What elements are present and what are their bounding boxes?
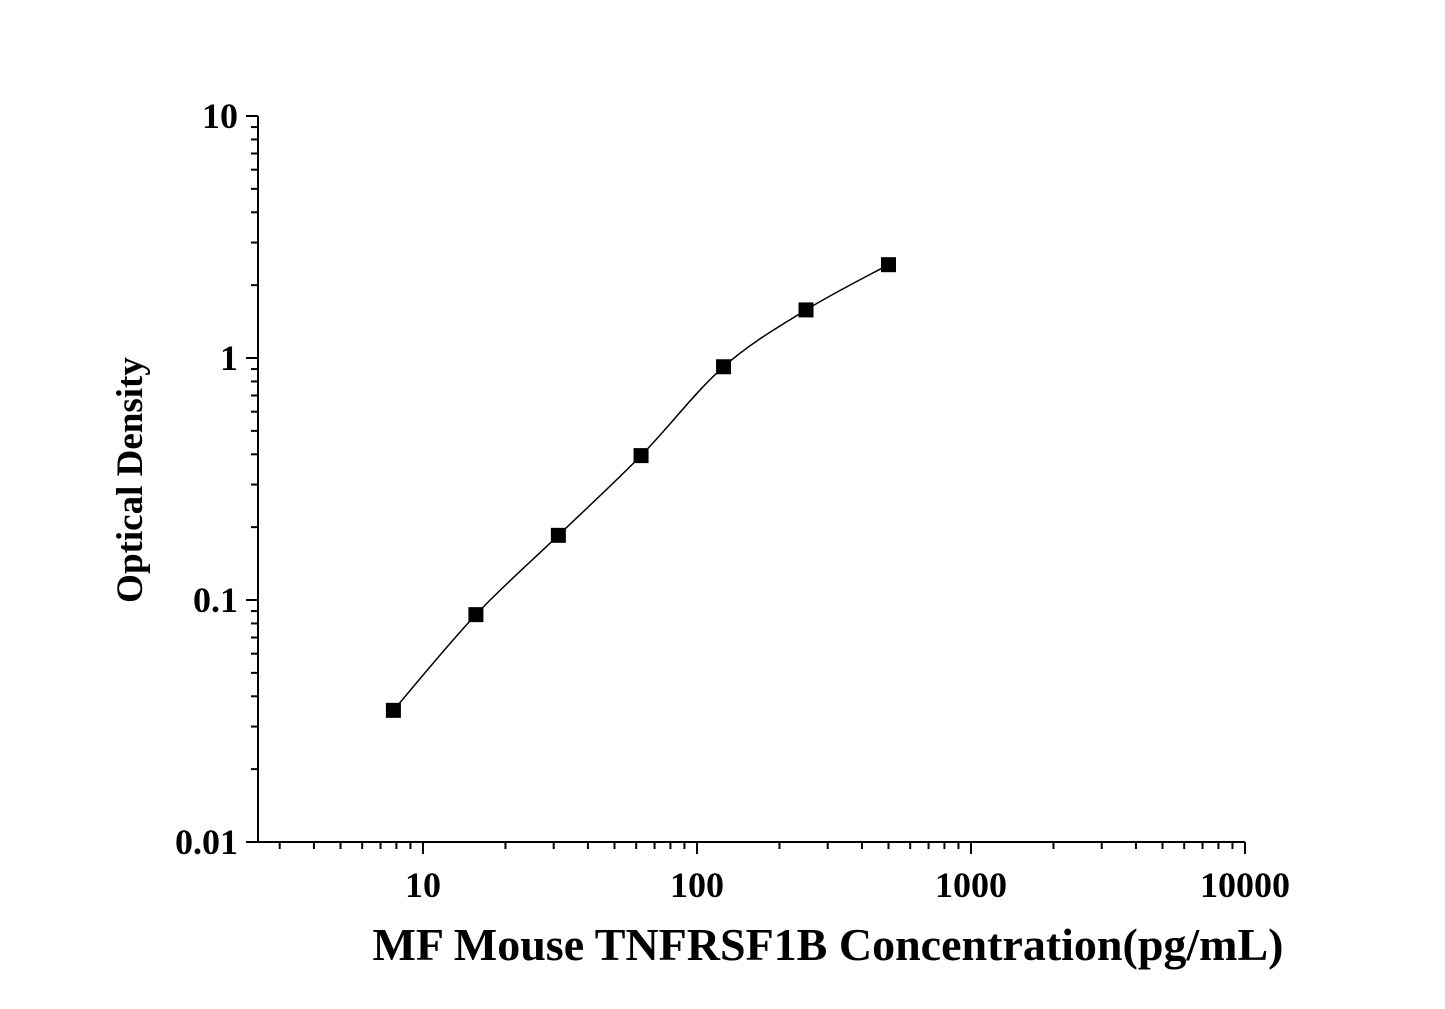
y-tick-label: 1 bbox=[220, 338, 238, 378]
data-point bbox=[633, 448, 649, 464]
data-point bbox=[881, 257, 896, 273]
x-tick-label: 1000 bbox=[935, 865, 1007, 905]
data-point bbox=[468, 607, 484, 623]
data-points bbox=[385, 257, 896, 718]
data-point bbox=[550, 527, 566, 543]
y-tick-label: 0.1 bbox=[193, 580, 238, 620]
x-axis-title: MF Mouse TNFRSF1B Concentration(pg/mL) bbox=[372, 919, 1283, 970]
tick-labels: 10 100 1000 10000 0.01 0.1 1 10 bbox=[175, 96, 1290, 905]
fit-curve bbox=[392, 264, 889, 711]
y-axis-title: Optical Density bbox=[110, 357, 151, 603]
x-tick-label: 10000 bbox=[1200, 865, 1290, 905]
fit-curve-line bbox=[392, 264, 889, 711]
x-tick-label: 100 bbox=[670, 865, 724, 905]
x-tick-label: 10 bbox=[405, 865, 441, 905]
data-point bbox=[798, 302, 814, 318]
data-point bbox=[716, 359, 732, 375]
y-tick-label: 0.01 bbox=[175, 822, 238, 862]
ticks bbox=[246, 115, 1246, 854]
axes bbox=[257, 116, 1245, 843]
y-tick-label: 10 bbox=[202, 96, 238, 136]
data-point bbox=[385, 702, 401, 718]
